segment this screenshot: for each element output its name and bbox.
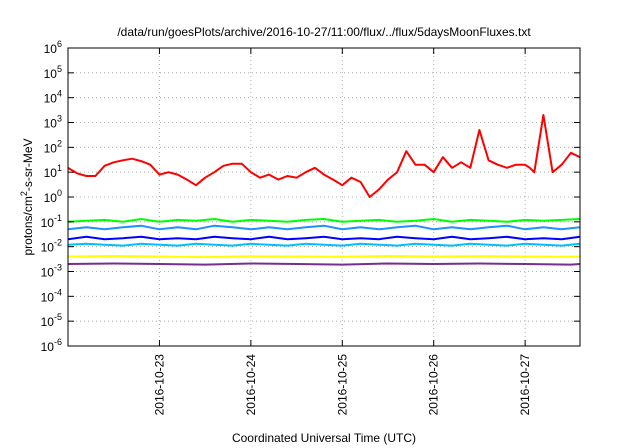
series-line-3 (68, 224, 580, 231)
series-line-7 (68, 262, 580, 266)
x-tick-label: 2016-10-26 (427, 354, 441, 416)
y-tick-label: 100 (44, 188, 62, 205)
y-tick-label: 10-2 (41, 238, 62, 255)
y-tick-label: 106 (44, 39, 62, 56)
grid (68, 48, 580, 346)
x-tick-label: 2016-10-23 (152, 354, 166, 416)
x-tick-label: 2016-10-24 (244, 354, 258, 416)
y-tick-label: 10-5 (41, 312, 62, 329)
x-axis-label: Coordinated Universal Time (UTC) (232, 431, 416, 445)
x-axis: 2016-10-23 2016-10-24 2016-10-25 2016-10-26… (152, 48, 532, 415)
y-tick-label: 10-4 (41, 287, 62, 304)
series-line-2 (68, 218, 580, 223)
x-tick-label: 2016-10-27 (518, 354, 532, 416)
y-tick-label: 103 (44, 114, 62, 131)
y-axis: 10-6 10-5 10-4 10-3 10-2 10-1 100 101 102 103 104 1… (41, 39, 580, 354)
y-tick-label: 105 (44, 64, 62, 81)
series-layer (68, 114, 580, 266)
y-tick-label: 101 (44, 163, 62, 180)
y-tick-label: 10-6 (41, 337, 62, 354)
y-tick-label: 10-1 (41, 213, 62, 230)
y-axis-label: protons/cm2-s-sr-MeV (19, 138, 35, 255)
x-tick-label: 2016-10-25 (335, 354, 349, 416)
series-line-1 (68, 114, 580, 198)
y-tick-label: 10-3 (41, 263, 62, 280)
chart-title: /data/run/goesPlots/archive/2016-10-27/1… (117, 25, 531, 39)
y-tick-label: 102 (44, 138, 62, 155)
y-tick-label: 104 (44, 89, 62, 106)
series-line-5 (68, 242, 580, 247)
series-line-6 (68, 255, 580, 259)
series-line-4 (68, 235, 580, 241)
